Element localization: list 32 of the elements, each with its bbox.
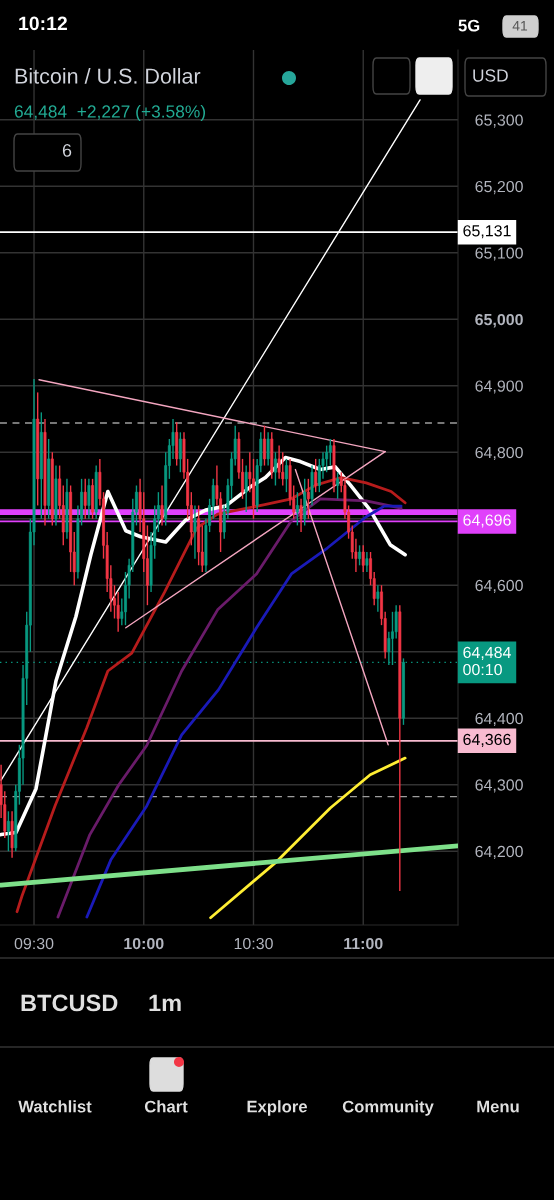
text: BTCUSD <box>21 994 118 1012</box>
ref-line-label: 64,366 <box>463 733 511 747</box>
text: Menu <box>477 1100 519 1113</box>
x-tick-label: 11:00 <box>344 937 383 950</box>
text: Explore <box>247 1100 307 1116</box>
y-tick-label: 65,300 <box>475 114 523 128</box>
ref-line-label: 64,696 <box>463 514 511 528</box>
text: 1m <box>149 994 181 1012</box>
text: 41 <box>512 21 528 31</box>
x-tick-label: 10:30 <box>234 937 273 950</box>
y-tick-label: 64,900 <box>475 380 523 394</box>
text: 64,484 +2,227 (+3.58%) <box>14 104 206 122</box>
y-tick-label: 64,600 <box>475 579 523 594</box>
x-tick-label: 09:30 <box>14 937 54 950</box>
ref-line-label: 64,484 00:10 <box>463 646 511 676</box>
y-tick-label: 64,300 <box>475 779 523 793</box>
text: USD <box>473 69 508 82</box>
text: 5G <box>458 19 480 32</box>
y-tick-label: 64,200 <box>475 845 523 860</box>
y-tick-label: 65,200 <box>475 180 523 195</box>
text: Chart <box>144 1100 188 1113</box>
text: 10:12 <box>19 16 67 31</box>
text: Bitcoin / U.S. Dollar <box>15 67 201 84</box>
y-tick-label: 65,100 <box>475 247 523 261</box>
ref-line-label: 65,131 <box>463 225 511 239</box>
x-tick-label: 10:00 <box>124 937 164 950</box>
y-tick-label: 64,400 <box>475 712 523 727</box>
y-tick-label: 65,000 <box>475 313 523 328</box>
annotation: 6 <box>62 144 72 157</box>
y-tick-label: 64,800 <box>475 446 523 461</box>
text: Watchlist <box>18 1100 92 1113</box>
text: Community <box>342 1100 434 1116</box>
